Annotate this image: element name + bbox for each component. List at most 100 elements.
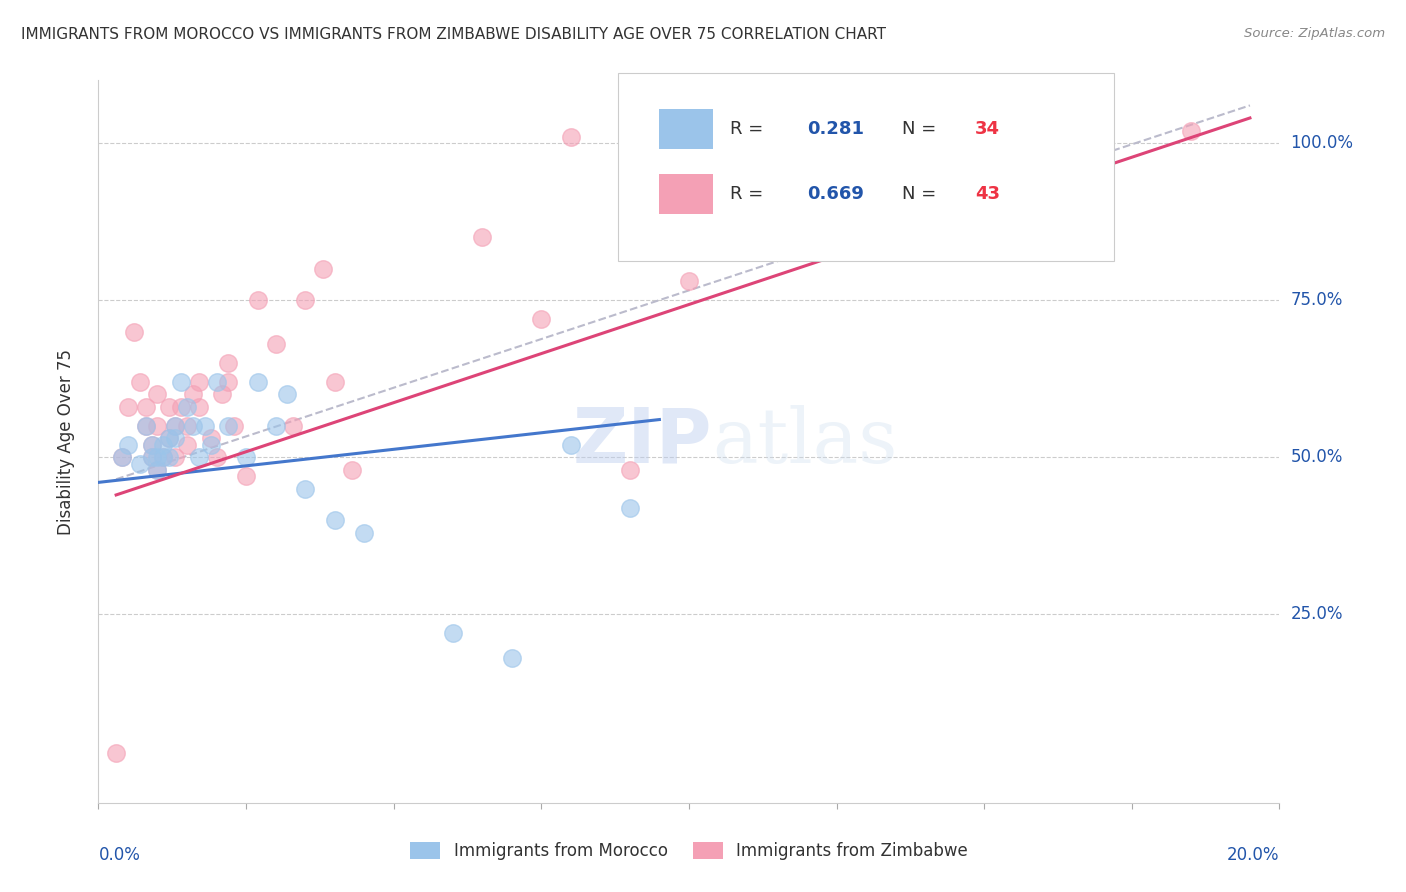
- Point: [200, 438, 222, 452]
- Text: 0.0%: 0.0%: [98, 847, 141, 864]
- Point: [141, 450, 163, 465]
- Text: N =: N =: [901, 186, 942, 203]
- Point: [194, 418, 217, 433]
- Point: [152, 450, 174, 465]
- Point: [211, 387, 233, 401]
- Point: [323, 375, 346, 389]
- Y-axis label: Disability Age Over 75: Disability Age Over 75: [56, 349, 75, 534]
- Text: 50.0%: 50.0%: [1291, 449, 1343, 467]
- Point: [294, 482, 316, 496]
- Point: [111, 450, 134, 465]
- Point: [122, 325, 145, 339]
- Point: [105, 746, 128, 760]
- Text: 43: 43: [974, 186, 1000, 203]
- Point: [200, 431, 222, 445]
- Point: [157, 450, 180, 465]
- Point: [530, 312, 553, 326]
- Point: [146, 450, 169, 465]
- Point: [246, 293, 269, 308]
- Point: [648, 199, 671, 213]
- Point: [135, 418, 157, 433]
- Text: 100.0%: 100.0%: [1291, 134, 1354, 153]
- Point: [181, 387, 204, 401]
- Point: [217, 418, 239, 433]
- Point: [678, 274, 700, 288]
- Point: [353, 525, 375, 540]
- Point: [146, 387, 169, 401]
- Point: [323, 513, 346, 527]
- Point: [246, 375, 269, 389]
- Text: 0.669: 0.669: [807, 186, 863, 203]
- Point: [141, 450, 163, 465]
- Legend: Immigrants from Morocco, Immigrants from Zimbabwe: Immigrants from Morocco, Immigrants from…: [404, 835, 974, 867]
- Point: [128, 375, 150, 389]
- Point: [117, 400, 139, 414]
- Point: [128, 457, 150, 471]
- Point: [157, 431, 180, 445]
- Point: [157, 400, 180, 414]
- Text: ZIP: ZIP: [574, 405, 713, 478]
- Point: [176, 400, 198, 414]
- Point: [294, 293, 316, 308]
- Point: [205, 450, 228, 465]
- Point: [146, 463, 169, 477]
- Point: [560, 129, 582, 144]
- Point: [217, 375, 239, 389]
- Point: [165, 418, 187, 433]
- Point: [170, 400, 193, 414]
- Text: 75.0%: 75.0%: [1291, 291, 1343, 310]
- Point: [152, 450, 174, 465]
- Point: [235, 469, 257, 483]
- Point: [176, 438, 198, 452]
- Text: R =: R =: [730, 120, 769, 138]
- Point: [224, 418, 246, 433]
- Point: [217, 356, 239, 370]
- Point: [501, 651, 523, 665]
- Point: [619, 463, 641, 477]
- Point: [111, 450, 134, 465]
- Point: [264, 337, 287, 351]
- Point: [235, 450, 257, 465]
- Point: [165, 450, 187, 465]
- Point: [283, 418, 305, 433]
- Point: [146, 463, 169, 477]
- Text: R =: R =: [730, 186, 769, 203]
- Point: [165, 431, 187, 445]
- Point: [276, 387, 298, 401]
- Text: IMMIGRANTS FROM MOROCCO VS IMMIGRANTS FROM ZIMBABWE DISABILITY AGE OVER 75 CORRE: IMMIGRANTS FROM MOROCCO VS IMMIGRANTS FR…: [21, 27, 886, 42]
- Text: 25.0%: 25.0%: [1291, 606, 1343, 624]
- Point: [165, 418, 187, 433]
- FancyBboxPatch shape: [619, 73, 1114, 260]
- Text: N =: N =: [901, 120, 942, 138]
- Point: [312, 261, 335, 276]
- Point: [152, 438, 174, 452]
- Point: [1180, 123, 1202, 137]
- Text: 0.281: 0.281: [807, 120, 865, 138]
- Point: [264, 418, 287, 433]
- Point: [342, 463, 364, 477]
- FancyBboxPatch shape: [659, 174, 713, 214]
- Point: [441, 626, 464, 640]
- Point: [619, 500, 641, 515]
- Point: [170, 375, 193, 389]
- Point: [117, 438, 139, 452]
- Point: [141, 438, 163, 452]
- Point: [176, 418, 198, 433]
- Text: 20.0%: 20.0%: [1227, 847, 1279, 864]
- Point: [181, 418, 204, 433]
- FancyBboxPatch shape: [659, 109, 713, 149]
- Point: [560, 438, 582, 452]
- Point: [135, 400, 157, 414]
- Point: [471, 230, 494, 244]
- Text: Source: ZipAtlas.com: Source: ZipAtlas.com: [1244, 27, 1385, 40]
- Point: [141, 438, 163, 452]
- Text: 34: 34: [974, 120, 1000, 138]
- Text: atlas: atlas: [713, 405, 898, 478]
- Point: [135, 418, 157, 433]
- Point: [187, 375, 209, 389]
- Point: [157, 431, 180, 445]
- Point: [187, 450, 209, 465]
- Point: [146, 418, 169, 433]
- Point: [205, 375, 228, 389]
- Point: [187, 400, 209, 414]
